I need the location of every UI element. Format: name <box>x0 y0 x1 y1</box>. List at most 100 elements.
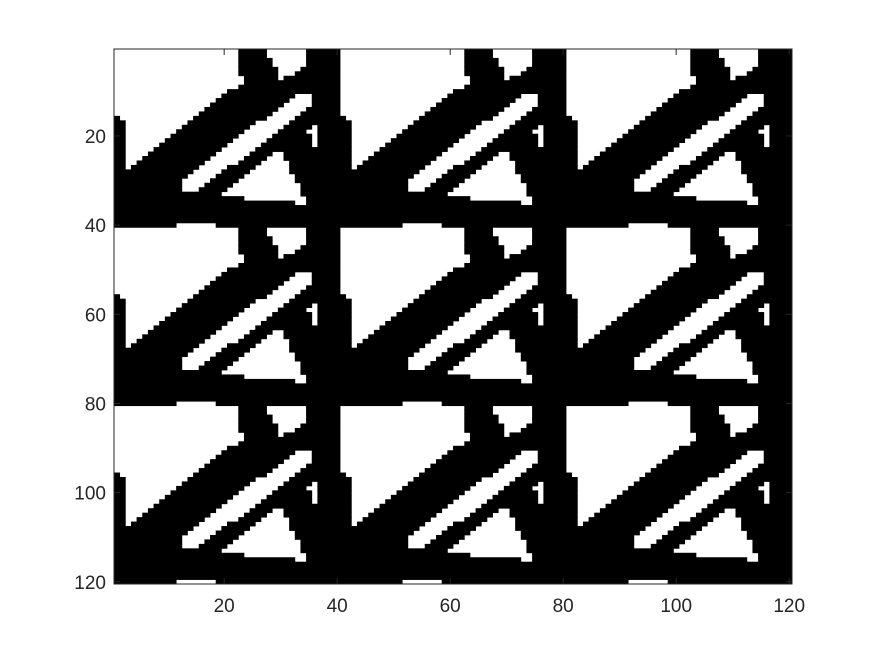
heatmap-cell-run <box>164 494 234 500</box>
heatmap-cell-run <box>509 124 539 130</box>
heatmap-cell-run <box>741 338 793 344</box>
heatmap-cell-run <box>492 494 539 500</box>
heatmap-cell-run <box>532 463 567 469</box>
heatmap-cell-run <box>204 463 279 469</box>
heatmap-cell-run <box>532 57 567 63</box>
heatmap-cell-run <box>181 124 250 130</box>
heatmap-cell-run <box>114 173 188 179</box>
heatmap-cell-run <box>464 427 505 433</box>
heatmap-cell-run <box>159 320 228 326</box>
heatmap-cell-run <box>227 267 341 273</box>
heatmap-cell-run <box>114 205 793 210</box>
heatmap-cell-run <box>769 316 793 322</box>
heatmap-cell-run <box>153 503 222 509</box>
heatmap-cell-run <box>424 289 499 295</box>
heatmap-cell-run <box>746 427 793 433</box>
heatmap-cell-run <box>114 566 793 572</box>
heatmap-cell-run <box>464 62 499 68</box>
heatmap-cell-run <box>238 419 273 424</box>
heatmap-cell-run <box>537 450 567 456</box>
heatmap-cell-run <box>114 209 793 215</box>
heatmap-cell-run <box>396 312 465 317</box>
heatmap-cell-run <box>752 539 793 545</box>
heatmap-cell-run <box>300 191 448 197</box>
heatmap-cell-run <box>390 494 460 500</box>
heatmap-cell-run <box>114 481 126 487</box>
heatmap-cell-run <box>746 294 793 300</box>
heatmap-cell-run <box>758 378 793 384</box>
heatmap-cell-run <box>498 312 539 317</box>
heatmap-cell-run <box>769 307 793 313</box>
heatmap-cell-run <box>588 338 657 344</box>
heatmap-cell-run <box>469 436 567 442</box>
heatmap-cell-run <box>639 298 708 304</box>
heatmap-cell-run <box>532 106 567 112</box>
heatmap-cell-run <box>221 169 250 175</box>
heatmap-cell-run <box>532 285 567 291</box>
heatmap-cell-run <box>294 427 341 433</box>
heatmap-cell-run <box>238 57 273 63</box>
heatmap-cell-run <box>114 338 126 344</box>
heatmap-cell-run <box>515 521 578 527</box>
heatmap-cell-run <box>746 356 793 362</box>
heatmap-cell-run <box>238 236 273 242</box>
heatmap-cell-run <box>114 365 183 371</box>
heatmap-cell-run <box>679 267 793 273</box>
heatmap-cell-run <box>114 303 126 308</box>
heatmap-cell-run <box>656 285 731 291</box>
heatmap-cell-run <box>758 106 793 112</box>
heatmap-cell-run <box>673 93 748 99</box>
heatmap-cell-run <box>385 499 454 505</box>
heatmap-cell-run <box>136 338 205 344</box>
x-axis-ticks: 20 40 60 80 100 120 <box>214 49 805 617</box>
heatmap-cell-run <box>215 530 245 536</box>
heatmap-cell-run <box>611 142 680 148</box>
heatmap-cell-run <box>238 263 341 268</box>
heatmap-cell-run <box>526 365 635 371</box>
heatmap-cell-run <box>114 387 793 393</box>
heatmap-cell-run <box>447 347 476 353</box>
heatmap-cell-run <box>181 303 250 308</box>
heatmap-cell-run <box>215 579 403 585</box>
heatmap-cell-run <box>724 312 765 317</box>
heatmap-cell-run <box>469 512 493 518</box>
heatmap-cell-run <box>215 98 290 103</box>
heatmap-cell-run <box>492 138 539 144</box>
heatmap-cell-run <box>114 129 126 135</box>
heatmap-cell-run <box>690 71 731 77</box>
heatmap-cell-run <box>763 98 793 103</box>
heatmap-cell-run <box>306 419 341 424</box>
heatmap-cell-run <box>204 106 279 112</box>
heatmap-cell-run <box>735 508 793 514</box>
heatmap-cell-run <box>464 419 499 424</box>
heatmap-cell-run <box>210 280 284 286</box>
heatmap-cell-run <box>526 543 635 549</box>
heatmap-cell-run <box>424 543 454 549</box>
heatmap-cell-run <box>289 343 352 349</box>
heatmap-cell-run <box>294 356 409 362</box>
heatmap-cell-run <box>215 173 245 179</box>
heatmap-cell-run <box>198 468 273 473</box>
heatmap-cell-run <box>238 338 262 344</box>
heatmap-cell-run <box>238 84 341 90</box>
heatmap-cell-run <box>356 343 426 349</box>
heatmap-cell-run <box>464 410 493 415</box>
heatmap-cell-run <box>690 236 725 242</box>
heatmap-cell-run <box>210 102 284 108</box>
heatmap-cell-run <box>289 526 420 531</box>
heatmap-cell-run <box>543 124 578 130</box>
heatmap-cell-run <box>526 548 674 554</box>
heatmap-cell-run <box>283 432 341 438</box>
heatmap-cell-run <box>656 539 686 545</box>
heatmap-cell-run <box>368 334 437 340</box>
heatmap-cell-run <box>210 459 284 465</box>
heatmap-cell-run <box>498 490 539 496</box>
heatmap-cell-run <box>673 450 748 456</box>
heatmap-cell-run <box>114 320 126 326</box>
heatmap-cell-run <box>356 164 426 170</box>
heatmap-cell-run <box>441 454 516 460</box>
heatmap-cell-run <box>735 329 793 335</box>
heatmap-cell-run <box>656 106 731 112</box>
heatmap-cell-run <box>283 512 352 518</box>
heatmap-cell-run <box>537 280 567 286</box>
